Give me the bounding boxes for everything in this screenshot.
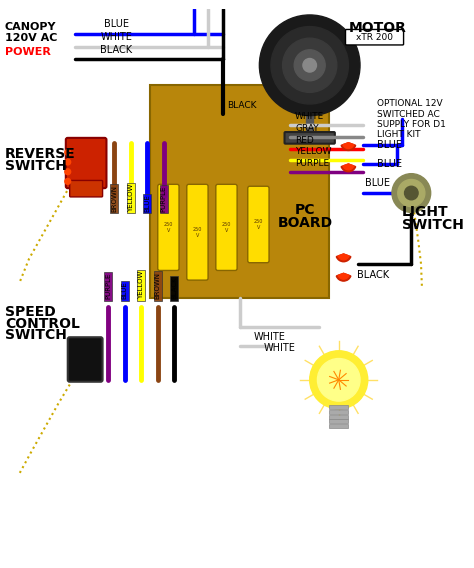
Wedge shape [336,254,351,262]
Text: 250
V: 250 V [222,222,231,233]
Circle shape [303,59,317,72]
Wedge shape [341,143,356,151]
Wedge shape [338,273,349,279]
Circle shape [283,38,337,93]
FancyBboxPatch shape [329,405,348,409]
FancyBboxPatch shape [70,181,102,197]
Wedge shape [338,254,349,260]
Text: PURPLE: PURPLE [105,273,111,299]
Text: CONTROL: CONTROL [5,317,80,331]
Text: BLUE: BLUE [377,159,402,169]
FancyBboxPatch shape [284,132,335,144]
Circle shape [310,351,368,409]
FancyBboxPatch shape [66,138,107,188]
Text: YELLOW: YELLOW [295,147,332,156]
Text: BLACK: BLACK [171,277,177,299]
Text: REVERSE: REVERSE [5,147,75,161]
FancyBboxPatch shape [150,85,329,298]
FancyBboxPatch shape [329,410,348,414]
Text: LIGHT: LIGHT [401,206,448,219]
FancyBboxPatch shape [216,184,237,270]
Text: MOTOR: MOTOR [348,22,406,35]
Text: BROWN: BROWN [155,273,161,299]
Circle shape [294,50,325,81]
FancyBboxPatch shape [329,424,348,428]
FancyBboxPatch shape [248,186,269,263]
Text: PURPLE: PURPLE [295,159,329,168]
Text: BLUE: BLUE [144,195,150,212]
Circle shape [271,27,348,104]
Text: WHITE: WHITE [100,32,132,42]
Text: BLACK: BLACK [100,45,132,55]
FancyBboxPatch shape [187,184,208,280]
FancyBboxPatch shape [68,337,102,382]
Text: 250
V: 250 V [193,227,202,237]
Text: BLACK: BLACK [356,270,389,281]
Text: WHITE: WHITE [254,332,285,343]
Circle shape [259,15,360,116]
Text: RED: RED [295,136,314,145]
Text: BLACK: BLACK [228,102,257,110]
FancyBboxPatch shape [329,415,348,419]
Text: PC: PC [295,203,315,218]
FancyBboxPatch shape [346,30,403,45]
Text: SWITCH: SWITCH [401,218,464,232]
Text: BLUE: BLUE [122,282,128,299]
Text: YELLOW: YELLOW [138,271,144,299]
Wedge shape [336,273,351,281]
Text: SPEED: SPEED [5,305,55,319]
Text: WHITE: WHITE [295,112,324,122]
Text: BOARD: BOARD [277,216,332,230]
Circle shape [404,186,418,200]
Text: WHITE: WHITE [263,343,295,353]
Text: xTR 200: xTR 200 [356,33,393,41]
Text: OPTIONAL 12V
SWITCHED AC
SUPPLY FOR D1
LIGHT KIT: OPTIONAL 12V SWITCHED AC SUPPLY FOR D1 L… [377,99,447,139]
Circle shape [65,169,71,174]
Text: GRAY: GRAY [295,124,319,133]
Circle shape [65,149,71,155]
Wedge shape [343,143,354,148]
Text: PURPLE: PURPLE [161,186,166,212]
FancyBboxPatch shape [329,420,348,423]
Text: SWITCH: SWITCH [5,328,67,343]
Text: BLUE: BLUE [104,19,128,30]
FancyBboxPatch shape [158,184,179,270]
Circle shape [318,358,360,401]
Text: 250
V: 250 V [254,219,263,230]
Text: BLUE: BLUE [365,178,390,188]
Circle shape [392,174,431,212]
Circle shape [65,178,71,184]
Text: CANOPY: CANOPY [5,22,56,32]
Text: 120V AC: 120V AC [5,33,57,43]
Wedge shape [341,164,356,172]
Wedge shape [343,164,354,170]
Text: BLUE: BLUE [377,140,402,149]
Text: POWER: POWER [5,47,51,57]
Circle shape [398,179,425,207]
Text: 250
V: 250 V [164,222,173,233]
Text: YELLOW: YELLOW [128,184,134,212]
Text: BROWN: BROWN [111,185,117,212]
Text: SWITCH: SWITCH [5,159,67,173]
Circle shape [65,159,71,165]
